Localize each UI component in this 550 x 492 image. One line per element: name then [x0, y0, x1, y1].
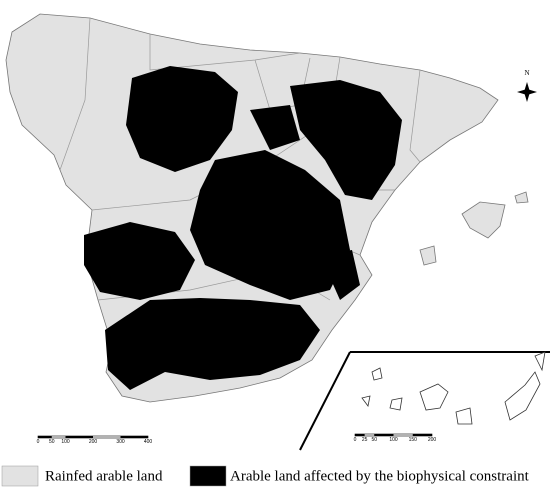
- scale-bar: 0 50 100 200 300 400: [37, 435, 153, 445]
- canary-inset: [299, 351, 550, 451]
- spain-mainland: [5, 13, 529, 403]
- scale-bar-label: 0: [354, 437, 357, 443]
- inset-scale-bar: 0 25 50 100 150 200: [354, 433, 437, 443]
- scale-bar-segment: [412, 434, 432, 436]
- legend-swatch: [189, 465, 227, 487]
- north-arrow: N: [517, 69, 537, 102]
- scale-bar-label: 200: [428, 437, 437, 443]
- scale-bar-label: 100: [61, 439, 70, 445]
- balearic-islands: [419, 191, 529, 266]
- scale-bar-label: 50: [49, 439, 55, 445]
- north-label: N: [524, 69, 529, 77]
- scale-bar-label: 150: [409, 437, 418, 443]
- constraint-areas: [84, 66, 402, 390]
- canary-islands: [361, 351, 546, 425]
- scale-bar-segment: [355, 434, 365, 436]
- legend-label: Arable land affected by the biophysical …: [230, 468, 530, 484]
- scale-bar-segment: [374, 434, 394, 436]
- scale-bar-label: 25: [362, 437, 368, 443]
- scale-bar-label: 100: [389, 437, 398, 443]
- legend-swatch: [1, 465, 39, 487]
- scale-bar-segment: [65, 436, 93, 438]
- legend: Rainfed arable land Arable land affected …: [1, 465, 530, 487]
- scale-bar-label: 50: [371, 437, 377, 443]
- scale-bar-segment: [38, 436, 52, 438]
- scale-bar-label: 200: [89, 439, 98, 445]
- scale-bar-label: 400: [144, 439, 153, 445]
- legend-label: Rainfed arable land: [45, 468, 163, 484]
- scale-bar-segment: [120, 436, 148, 438]
- inset-frame: [299, 351, 351, 451]
- scale-bar-label: 300: [116, 439, 125, 445]
- north-arrow-shape: [517, 89, 537, 95]
- scale-bar-label: 0: [37, 439, 40, 445]
